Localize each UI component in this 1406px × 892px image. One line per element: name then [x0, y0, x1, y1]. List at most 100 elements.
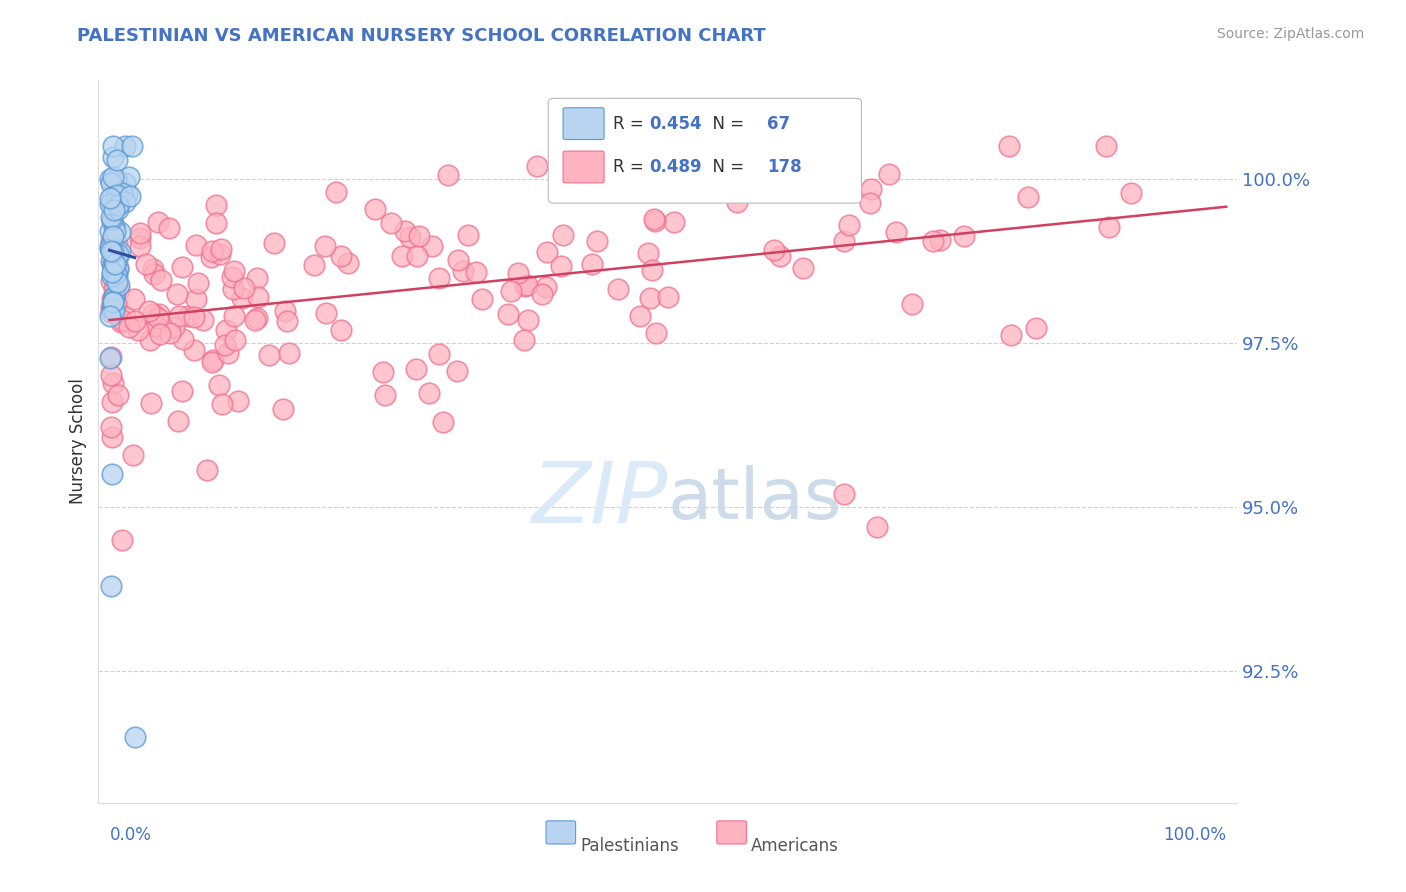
Point: [553, 228, 575, 243]
Point: [100, 234, 122, 248]
Point: [100, 254, 122, 268]
Point: [135, 256, 157, 270]
Text: Americans: Americans: [751, 838, 839, 855]
Point: [998, 139, 1021, 153]
Point: [110, 186, 132, 201]
Point: [111, 533, 134, 547]
Point: [222, 264, 245, 278]
Point: [380, 216, 402, 230]
Point: [100, 244, 122, 258]
Point: [103, 257, 125, 271]
Point: [211, 397, 233, 411]
Point: [222, 310, 245, 324]
Point: [662, 214, 685, 228]
Point: [792, 260, 814, 275]
Point: [98, 239, 121, 253]
Point: [446, 364, 468, 378]
Point: [104, 282, 127, 296]
Point: [204, 198, 226, 212]
Point: [107, 197, 129, 211]
Point: [1121, 186, 1143, 200]
Point: [172, 260, 194, 274]
Point: [200, 250, 222, 264]
Point: [427, 346, 450, 360]
Y-axis label: Nursery School: Nursery School: [69, 378, 87, 505]
Point: [586, 234, 609, 248]
Text: 0.454: 0.454: [650, 115, 702, 133]
Point: [149, 327, 172, 342]
Point: [104, 245, 127, 260]
Text: 67: 67: [766, 115, 790, 133]
Point: [259, 348, 281, 362]
Point: [103, 252, 125, 266]
Point: [103, 150, 125, 164]
Point: [637, 246, 659, 260]
Point: [763, 243, 786, 257]
Point: [101, 190, 124, 204]
Point: [496, 307, 519, 321]
Point: [922, 235, 945, 249]
FancyBboxPatch shape: [548, 98, 862, 203]
Point: [246, 311, 269, 326]
Point: [107, 197, 129, 211]
Point: [98, 172, 121, 186]
Point: [100, 301, 122, 316]
Point: [146, 215, 169, 229]
Point: [186, 292, 208, 306]
Point: [170, 384, 193, 399]
Point: [98, 351, 121, 365]
Point: [832, 170, 855, 185]
Point: [725, 195, 748, 210]
Point: [427, 271, 450, 285]
Point: [105, 275, 128, 289]
Text: N =: N =: [702, 115, 749, 133]
Point: [246, 271, 269, 285]
Point: [100, 292, 122, 306]
Point: [866, 520, 889, 534]
Point: [657, 290, 679, 304]
Point: [201, 352, 224, 367]
Point: [103, 256, 125, 270]
Point: [536, 245, 558, 260]
Point: [103, 302, 125, 317]
Point: [246, 290, 269, 304]
Point: [104, 242, 127, 256]
Point: [101, 229, 124, 244]
Point: [330, 323, 353, 337]
Point: [201, 244, 224, 258]
Point: [128, 323, 150, 337]
Point: [860, 182, 883, 196]
Point: [139, 334, 162, 348]
Point: [432, 415, 454, 429]
Point: [98, 196, 121, 211]
Point: [325, 186, 347, 200]
FancyBboxPatch shape: [717, 821, 747, 844]
Text: Palestinians: Palestinians: [581, 838, 679, 855]
FancyBboxPatch shape: [562, 108, 605, 139]
Point: [879, 167, 901, 181]
Point: [101, 395, 124, 409]
Text: PALESTINIAN VS AMERICAN NURSERY SCHOOL CORRELATION CHART: PALESTINIAN VS AMERICAN NURSERY SCHOOL C…: [77, 27, 766, 45]
Point: [141, 395, 163, 409]
Point: [101, 212, 124, 227]
Point: [110, 245, 132, 260]
Point: [644, 326, 666, 341]
Point: [122, 292, 145, 306]
Point: [643, 212, 665, 227]
Point: [101, 139, 124, 153]
Point: [142, 307, 165, 321]
Point: [166, 286, 188, 301]
Point: [117, 320, 139, 334]
Point: [101, 293, 124, 308]
Point: [222, 282, 245, 296]
Point: [118, 170, 141, 185]
Point: [100, 210, 122, 224]
Point: [330, 249, 353, 263]
Point: [315, 306, 337, 320]
Point: [205, 216, 228, 230]
Point: [114, 139, 136, 153]
Point: [471, 292, 494, 306]
Point: [278, 346, 301, 360]
Point: [530, 287, 553, 301]
Point: [103, 282, 125, 296]
